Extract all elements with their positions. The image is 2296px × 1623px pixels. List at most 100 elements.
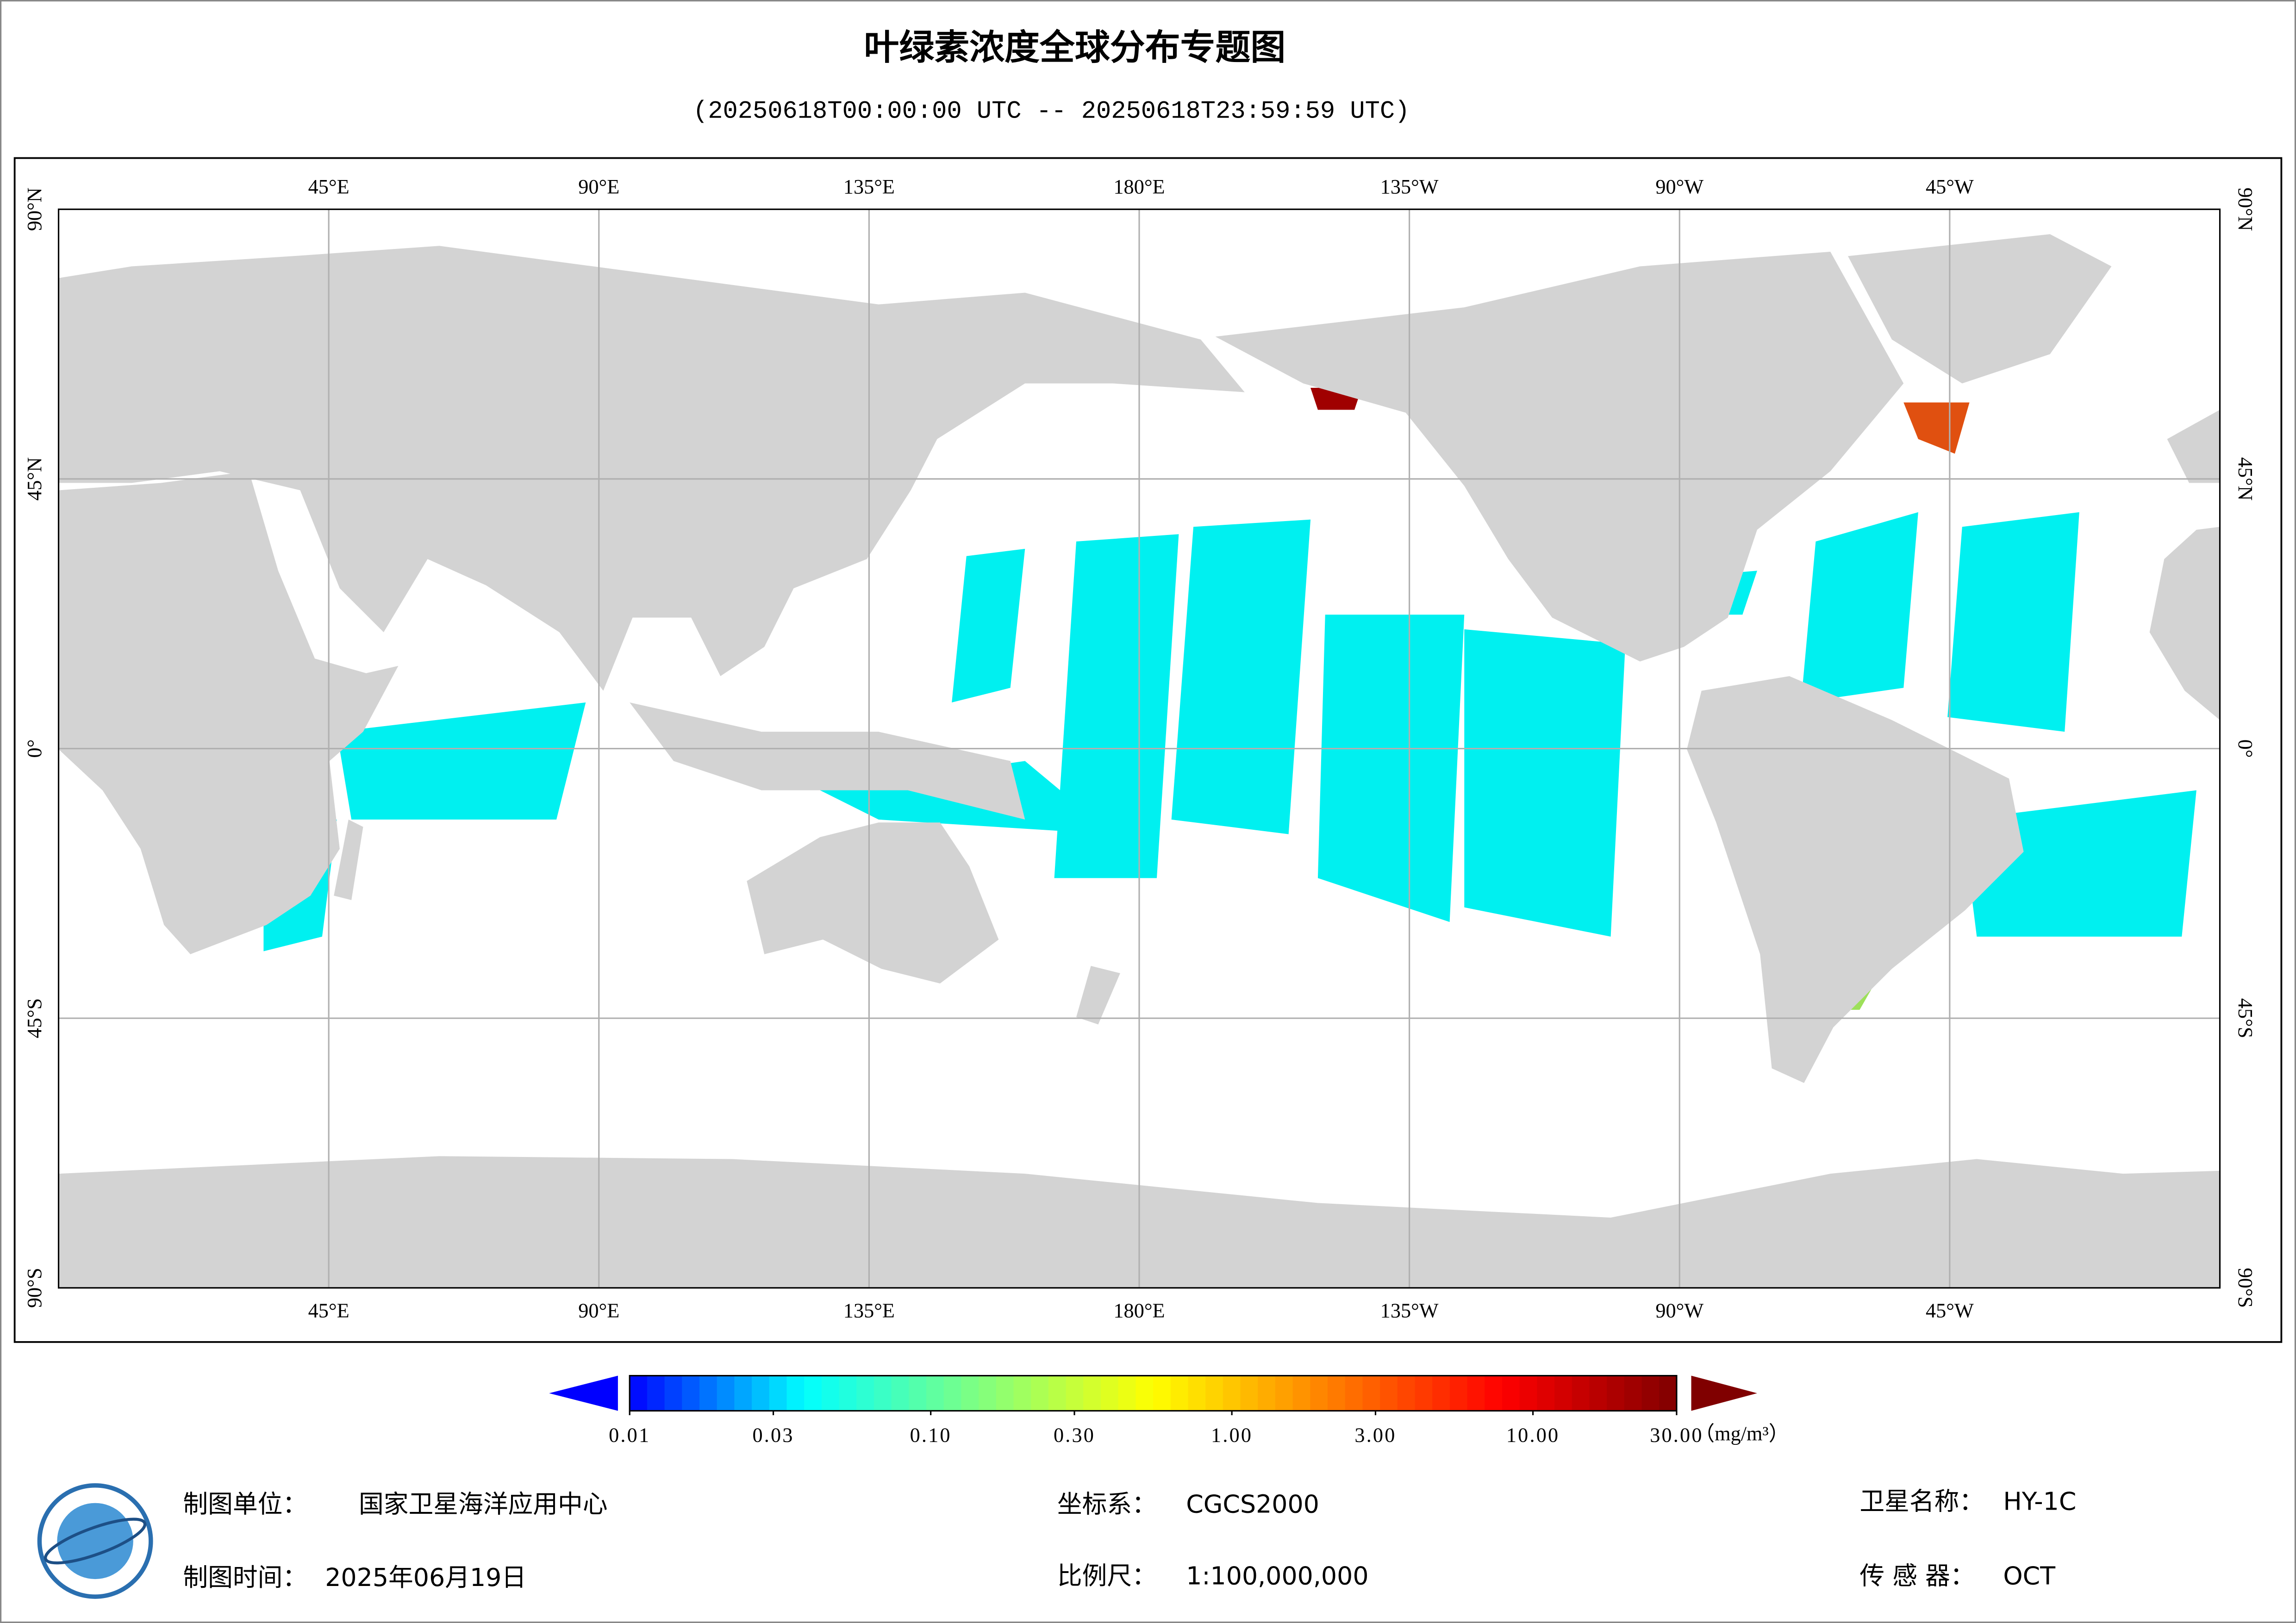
colorbar-cell — [1380, 1375, 1398, 1411]
y-tick-label: 90°N — [2234, 187, 2257, 231]
axis-labels: 45°E 45°E 90°E 90°E 135°E 135°E 180°E 180°E 135°… — [23, 175, 2257, 1322]
colorbar-tick-label: 0.30 — [1054, 1424, 1095, 1447]
footer-label: 卫星名称： — [1859, 1486, 1984, 1516]
x-tick-label: 135°W — [1380, 1300, 1439, 1322]
chl-patch — [1962, 790, 2196, 937]
footer-label: 比例尺： — [1057, 1561, 1157, 1591]
colorbar-cell — [1118, 1375, 1136, 1411]
y-tick-label: 90°S — [2234, 1268, 2257, 1308]
colorbar-cell — [699, 1375, 718, 1411]
y-tick-label: 45°N — [2234, 457, 2257, 501]
colorbar-cell — [1031, 1375, 1049, 1411]
colorbar-tick-label: 0.10 — [910, 1424, 952, 1447]
colorbar-arrow-low — [549, 1375, 618, 1411]
x-tick-label: 90°W — [1655, 175, 1703, 198]
eurasia — [58, 246, 1245, 691]
new-zealand — [1076, 966, 1120, 1025]
chl-patch — [1801, 512, 1918, 703]
colorbar-tick-label: 10.00 — [1506, 1424, 1560, 1447]
colorbar-cell — [996, 1375, 1014, 1411]
chl-patch — [1171, 519, 1311, 834]
chl-patch — [1054, 534, 1179, 878]
colorbar-cell — [1205, 1375, 1223, 1411]
logo — [37, 1483, 153, 1599]
x-tick-label: 90°E — [578, 175, 619, 198]
x-tick-label: 180°E — [1113, 1300, 1165, 1322]
colorbar-cell — [1485, 1375, 1503, 1411]
colorbar-cell — [1275, 1375, 1293, 1411]
africa — [58, 471, 399, 954]
chl-patch — [1903, 402, 1970, 454]
colorbar-cell — [1100, 1375, 1119, 1411]
footer-label: 制图时间： — [183, 1563, 307, 1592]
colorbar-cell — [1432, 1375, 1450, 1411]
colorbar-cell — [1170, 1375, 1189, 1411]
colorbar-cell — [682, 1375, 700, 1411]
colorbar-cell — [1537, 1375, 1555, 1411]
map-area — [58, 209, 2220, 1288]
colorbar-cell — [943, 1375, 962, 1411]
x-tick-label: 180°E — [1113, 175, 1165, 198]
colorbar-cell — [1345, 1375, 1363, 1411]
north-america — [1215, 251, 1904, 662]
colorbar-cell — [961, 1375, 980, 1411]
australia — [747, 822, 999, 984]
y-tick-label: 90°N — [23, 187, 46, 231]
map-frame — [13, 157, 2283, 1343]
madagascar — [334, 819, 363, 900]
y-tick-label: 45°N — [23, 457, 46, 501]
colorbar-cell — [856, 1375, 874, 1411]
colorbar-tick-label: 0.03 — [752, 1424, 794, 1447]
colorbar-cell — [1415, 1375, 1433, 1411]
colorbar-unit: （mg/m³） — [1694, 1422, 1789, 1445]
footer-value: CGCS2000 — [1186, 1490, 1319, 1519]
colorbar-cell — [734, 1375, 753, 1411]
colorbar-tick-label: 30.00 — [1650, 1424, 1703, 1447]
colorbar-outline — [629, 1374, 1678, 1412]
subtitle: (20250618T00:00:00 UTC -- 20250618T23:59… — [693, 98, 1410, 126]
chl-patch — [1947, 512, 2079, 732]
x-tick-label: 135°E — [843, 175, 895, 198]
colorbar-cell — [1310, 1375, 1328, 1411]
colorbar-cell — [821, 1375, 840, 1411]
chlorophyll-layer — [117, 388, 2196, 1010]
colorbar-cell — [752, 1375, 770, 1411]
map-border — [57, 208, 2221, 1289]
footer-value: 国家卫星海洋应用中心 — [359, 1490, 608, 1519]
west-africa — [2149, 527, 2220, 720]
x-tick-label: 45°W — [1926, 175, 1974, 198]
colorbar-cell — [1641, 1375, 1660, 1411]
y-tick-label: 0° — [23, 740, 46, 758]
colorbar-cell — [1502, 1375, 1520, 1411]
colorbar-tick-label: 0.01 — [609, 1424, 650, 1447]
colorbar-cell — [1083, 1375, 1101, 1411]
colorbar-cell — [1240, 1375, 1259, 1411]
colorbar-cell — [1519, 1375, 1538, 1411]
y-tick-label: 90°S — [23, 1268, 46, 1308]
greenland — [1848, 234, 2112, 384]
chl-patch — [337, 702, 586, 820]
y-tick-label: 0° — [2234, 740, 2257, 758]
colorbar-cell — [1659, 1375, 1677, 1411]
footer-label: 传 感 器： — [1859, 1561, 1975, 1591]
x-tick-label: 135°W — [1380, 175, 1439, 198]
colorbar-cell — [1188, 1375, 1206, 1411]
chl-patch — [1464, 629, 1626, 937]
colorbar-cell — [1607, 1375, 1625, 1411]
colorbar-cell — [873, 1375, 892, 1411]
colorbar-cell — [1467, 1375, 1485, 1411]
colorbar-cell — [647, 1375, 665, 1411]
footer-label: 坐标系： — [1057, 1490, 1157, 1519]
south-america — [1687, 676, 2024, 1083]
colorbar-cell — [1362, 1375, 1381, 1411]
colorbar-cell — [1624, 1375, 1642, 1411]
chl-patch — [1317, 615, 1465, 922]
footer-value: OCT — [2003, 1561, 2055, 1591]
colorbar-tick-label: 1.00 — [1211, 1424, 1253, 1447]
graticule — [58, 209, 2220, 1288]
y-tick-label: 45°S — [2234, 998, 2257, 1038]
colorbar-cell — [717, 1375, 735, 1411]
x-tick-label: 45°E — [308, 1300, 349, 1322]
